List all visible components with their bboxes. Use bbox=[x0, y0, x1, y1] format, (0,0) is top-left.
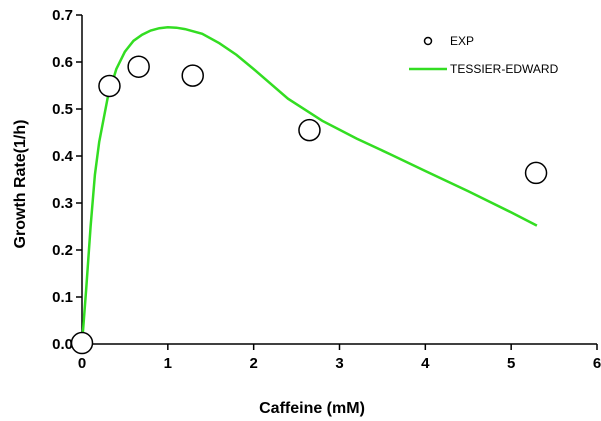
data-point bbox=[98, 74, 121, 98]
data-point bbox=[524, 161, 548, 185]
y-ticks: 0.0 0.1 0.2 0.3 0.4 0.5 0.6 0.7 bbox=[52, 7, 82, 353]
legend: EXP TESSIER-EDWARD bbox=[409, 34, 559, 76]
y-tick-label: 0.1 bbox=[52, 289, 73, 306]
y-tick-label: 0.3 bbox=[52, 195, 73, 212]
x-tick-label: 1 bbox=[164, 355, 172, 372]
x-tick-label: 0 bbox=[78, 355, 86, 372]
data-point bbox=[70, 331, 94, 355]
y-axis-title: Growth Rate(1/h) bbox=[12, 120, 29, 249]
data-point bbox=[127, 55, 150, 78]
legend-marker-exp bbox=[423, 36, 433, 46]
x-tick-label: 6 bbox=[593, 355, 601, 372]
y-tick-label: 0.6 bbox=[52, 54, 73, 71]
series-points-exp bbox=[70, 55, 548, 355]
x-tick-label: 2 bbox=[249, 355, 257, 372]
y-tick-label: 0.7 bbox=[52, 7, 73, 24]
data-point bbox=[298, 118, 321, 142]
x-tick-label: 4 bbox=[421, 355, 430, 372]
x-tick-label: 5 bbox=[507, 355, 515, 372]
legend-label-tessier-edward: TESSIER-EDWARD bbox=[450, 62, 559, 76]
x-axis-title: Caffeine (mM) bbox=[259, 400, 365, 417]
data-point bbox=[181, 64, 204, 87]
y-tick-label: 0.4 bbox=[52, 148, 74, 165]
x-ticks: 0 1 2 3 4 5 6 bbox=[78, 344, 601, 372]
y-tick-label: 0.2 bbox=[52, 242, 73, 259]
y-tick-label: 0.0 bbox=[52, 336, 73, 353]
legend-label-exp: EXP bbox=[450, 34, 474, 48]
series-line-tessier-edward bbox=[80, 25, 538, 345]
x-tick-label: 3 bbox=[335, 355, 343, 372]
y-tick-label: 0.5 bbox=[52, 101, 73, 118]
